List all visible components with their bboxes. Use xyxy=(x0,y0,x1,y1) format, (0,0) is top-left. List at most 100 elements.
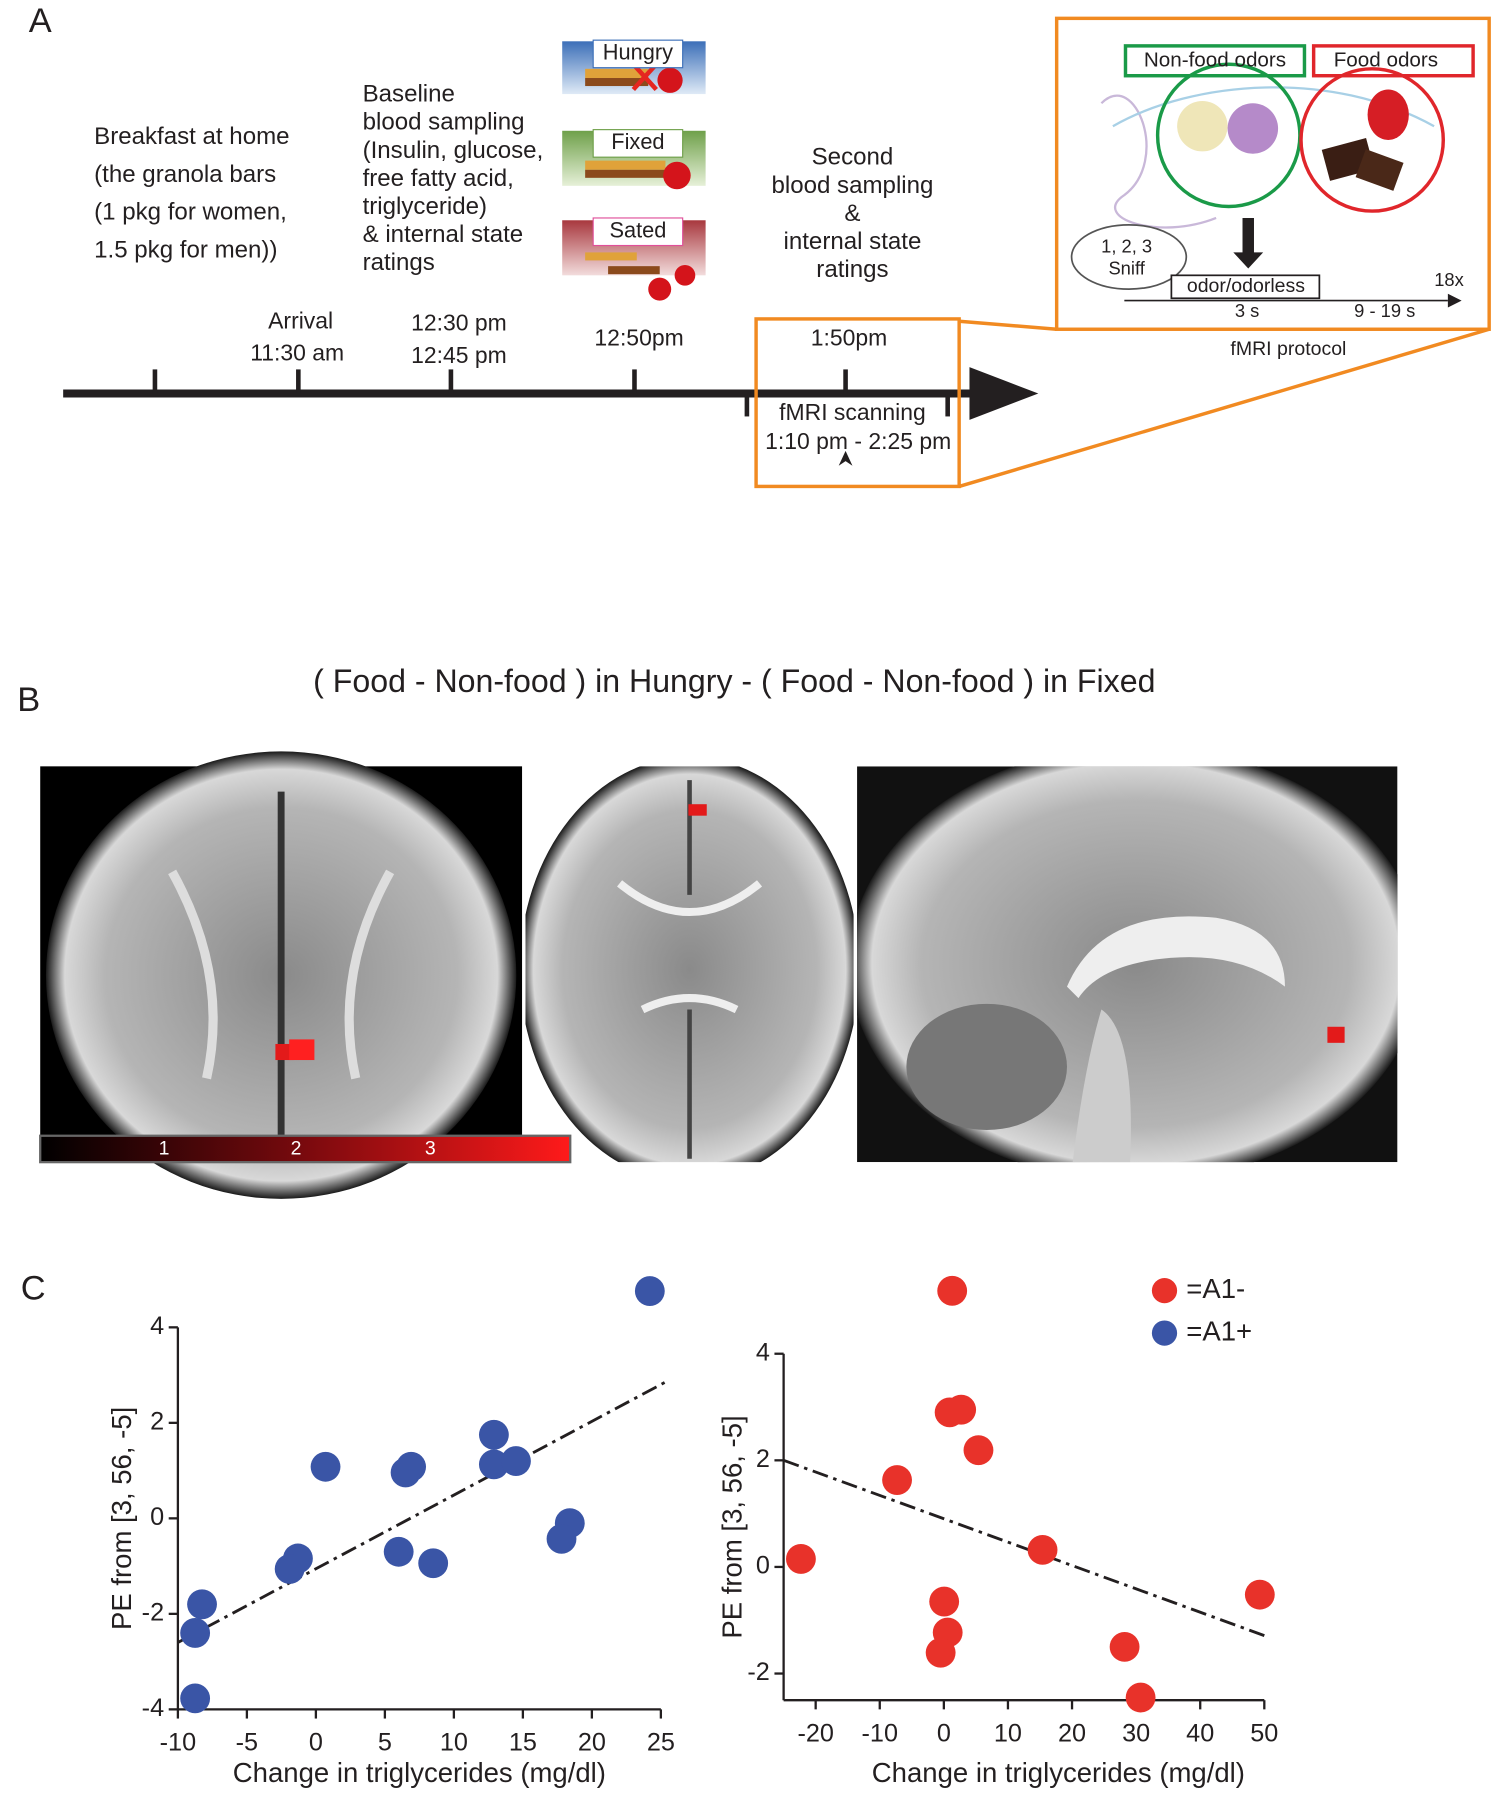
label: 18x xyxy=(1434,269,1464,290)
label: & xyxy=(844,200,860,227)
label: 20 xyxy=(578,1728,606,1756)
label: Baseline xyxy=(363,81,455,108)
label: 11:30 am xyxy=(250,340,344,366)
condition-box xyxy=(592,129,684,158)
label: (Insulin, glucose, xyxy=(363,137,544,164)
label: Breakfast at home xyxy=(94,123,289,150)
label: -10 xyxy=(160,1728,196,1756)
label: Food odors xyxy=(1334,48,1438,71)
label: -2 xyxy=(747,1658,769,1686)
label: 2 xyxy=(291,1138,302,1160)
label: -5 xyxy=(236,1728,258,1756)
label: Second xyxy=(812,144,894,171)
label: Arrival xyxy=(268,307,333,333)
point xyxy=(1244,1579,1275,1610)
label: 12:30 pm xyxy=(411,310,507,336)
label: fMRI scanning xyxy=(779,399,926,425)
point xyxy=(634,1276,665,1306)
point xyxy=(946,1394,977,1425)
condition-images xyxy=(562,41,706,301)
trend-line xyxy=(177,1379,669,1644)
label: Sniff xyxy=(1108,257,1145,278)
label: 12:45 pm xyxy=(411,342,507,368)
label: blood sampling xyxy=(771,172,933,199)
label: 9 - 19 s xyxy=(1354,300,1415,321)
label: 2 xyxy=(756,1445,770,1473)
label: 0 xyxy=(937,1719,951,1747)
label: C xyxy=(21,1270,46,1308)
point xyxy=(396,1451,427,1482)
label: Fixed xyxy=(611,129,664,154)
label: 20 xyxy=(1058,1719,1086,1747)
label: 3 xyxy=(425,1138,436,1160)
label: =A1+ xyxy=(1186,1315,1252,1346)
label: 50 xyxy=(1250,1719,1278,1747)
label: PE from [3, 56, -5] xyxy=(717,1415,748,1638)
point xyxy=(937,1275,968,1306)
point xyxy=(1125,1682,1156,1713)
point xyxy=(963,1435,994,1466)
label: Hungry xyxy=(603,40,673,65)
label: Sated xyxy=(609,217,666,242)
point xyxy=(310,1451,341,1482)
label: 10 xyxy=(440,1728,468,1756)
condition-box xyxy=(592,39,684,69)
point xyxy=(187,1589,217,1620)
label: ratings xyxy=(363,249,435,276)
point xyxy=(418,1548,449,1579)
point xyxy=(274,1554,305,1584)
label: fMRI protocol xyxy=(1230,338,1346,360)
label: Change in triglycerides (mg/dl) xyxy=(872,1757,1245,1788)
label: 5 xyxy=(378,1728,392,1756)
odor-images xyxy=(1070,44,1475,308)
label: ratings xyxy=(816,256,888,283)
point xyxy=(478,1449,509,1480)
label: blood sampling xyxy=(363,109,525,136)
label: -2 xyxy=(142,1599,164,1627)
label: 3 s xyxy=(1235,300,1259,321)
label: Change in triglycerides (mg/dl) xyxy=(233,1757,606,1788)
label: 15 xyxy=(509,1728,537,1756)
label: free fatty acid, xyxy=(363,165,514,192)
label: 1, 2, 3 xyxy=(1101,236,1152,257)
label: -10 xyxy=(862,1719,898,1747)
label: 1 xyxy=(159,1138,170,1160)
label: 4 xyxy=(150,1312,164,1340)
point xyxy=(546,1523,577,1554)
label: triglyceride) xyxy=(363,193,487,220)
label: 2 xyxy=(150,1408,164,1436)
point xyxy=(501,1446,531,1476)
legend-swatch xyxy=(1151,1320,1178,1346)
label: Non-food odors xyxy=(1144,48,1286,71)
label: 10 xyxy=(994,1719,1022,1747)
timeline xyxy=(63,16,1491,489)
label: 4 xyxy=(756,1338,770,1366)
point xyxy=(786,1544,816,1574)
label: 1:50pm xyxy=(811,325,888,351)
point xyxy=(925,1637,956,1668)
label: 0 xyxy=(150,1503,164,1531)
condition-box xyxy=(592,217,684,247)
label: 40 xyxy=(1186,1719,1214,1747)
point xyxy=(180,1683,211,1714)
label: ( Food - Non-food ) in Hungry - ( Food -… xyxy=(313,663,1155,699)
point xyxy=(1027,1534,1058,1565)
point xyxy=(478,1419,509,1450)
label: -20 xyxy=(797,1719,833,1747)
label: =A1- xyxy=(1186,1273,1245,1304)
point xyxy=(929,1586,960,1617)
label: 30 xyxy=(1122,1719,1150,1747)
label: PE from [3, 56, -5] xyxy=(106,1407,137,1630)
label: A xyxy=(29,2,52,40)
legend-swatch xyxy=(1151,1278,1178,1304)
brain-images xyxy=(39,751,1398,1199)
label: internal state xyxy=(784,228,922,255)
point xyxy=(1109,1631,1140,1662)
label: 1.5 pkg for men)) xyxy=(94,237,277,264)
point xyxy=(882,1465,912,1495)
label: odor/odorless xyxy=(1187,275,1305,297)
label: (1 pkg for women, xyxy=(94,199,287,226)
label: -4 xyxy=(142,1694,164,1722)
